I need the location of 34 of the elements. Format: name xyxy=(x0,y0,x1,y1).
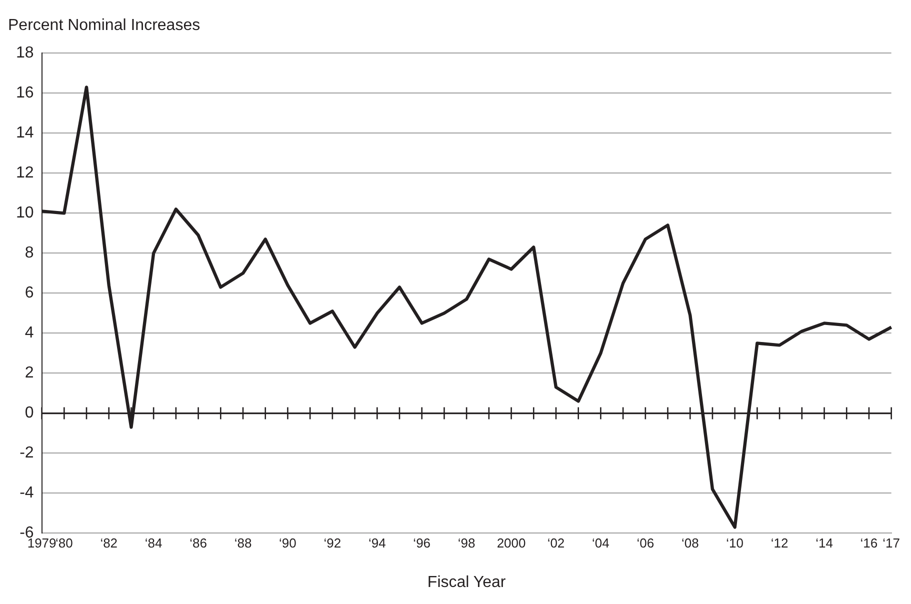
x-tick-label: ‘94 xyxy=(368,536,386,551)
x-tick-label: ‘12 xyxy=(770,536,788,551)
y-tick-label: 12 xyxy=(16,164,34,182)
x-tick-label: ‘04 xyxy=(592,536,610,551)
x-tick-label: ‘96 xyxy=(413,536,431,551)
x-tick-label: ‘80 xyxy=(55,536,73,551)
x-tick-label: ‘90 xyxy=(279,536,296,551)
x-tick-label: ‘06 xyxy=(636,536,654,551)
x-tick-label: ‘84 xyxy=(144,536,162,551)
x-tick-label: ‘10 xyxy=(726,536,744,551)
chart-title: Percent Nominal Increases xyxy=(8,17,200,34)
y-tick-label: 16 xyxy=(16,84,34,102)
y-tick-label: 18 xyxy=(16,44,34,62)
y-tick-label: 0 xyxy=(24,404,34,422)
x-tick-label: ‘86 xyxy=(190,536,207,551)
x-tick-label: ‘08 xyxy=(681,536,699,551)
y-tick-label: -4 xyxy=(20,484,34,502)
y-tick-label: 14 xyxy=(16,124,34,142)
y-tick-label: -2 xyxy=(20,444,34,462)
x-axis-title: Fiscal Year xyxy=(427,574,506,591)
y-tick-label: 10 xyxy=(16,204,34,222)
x-tick-label: ‘82 xyxy=(100,536,118,551)
x-tick-label: 2000 xyxy=(496,536,526,551)
y-tick-label: 8 xyxy=(24,244,34,262)
x-tick-label: ‘98 xyxy=(458,536,476,551)
x-tick-label: ‘14 xyxy=(816,536,833,551)
y-tick-label: 4 xyxy=(24,324,34,342)
x-tick-label: ‘92 xyxy=(324,536,342,551)
x-tick-label: ‘02 xyxy=(547,536,565,551)
x-tick-label: ‘17 xyxy=(882,536,900,551)
y-tick-label: 6 xyxy=(24,284,34,302)
x-tick-label: ‘88 xyxy=(234,536,252,551)
x-tick-label: ‘16 xyxy=(860,536,878,551)
y-tick-label: 2 xyxy=(24,364,34,382)
